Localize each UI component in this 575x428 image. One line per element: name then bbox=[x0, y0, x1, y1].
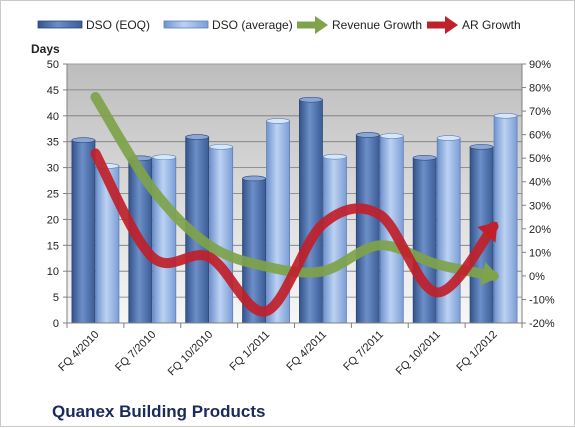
y-tick-label: 15 bbox=[47, 240, 59, 252]
legend-label: DSO (EOQ) bbox=[86, 18, 150, 32]
bar-cap bbox=[186, 135, 209, 140]
legend-item: AR Growth bbox=[427, 16, 521, 34]
legend-item: Revenue Growth bbox=[297, 16, 422, 34]
bar-cap bbox=[380, 134, 403, 139]
x-tick-label: FQ 1/2011 bbox=[228, 329, 273, 374]
y2-tick-label: 30% bbox=[529, 200, 551, 212]
bar-cap bbox=[437, 136, 460, 141]
bar-body bbox=[413, 158, 436, 323]
bar-dso-average bbox=[210, 144, 233, 323]
y2-tick-label: 90% bbox=[529, 59, 551, 71]
legend-label: DSO (average) bbox=[212, 18, 293, 32]
bar-dso-eoq bbox=[413, 155, 436, 323]
bar-body bbox=[72, 140, 95, 323]
y2-tick-label: -20% bbox=[529, 318, 555, 330]
y-tick-label: 0 bbox=[53, 318, 59, 330]
bar-body bbox=[299, 100, 322, 323]
bar-dso-average bbox=[323, 154, 346, 323]
y2-tick-label: 0% bbox=[529, 271, 545, 283]
bar-body bbox=[153, 157, 176, 323]
y-tick-label: 45 bbox=[47, 85, 59, 97]
legend: DSO (EOQ) DSO (average) Revenue Growth AR G… bbox=[38, 16, 521, 34]
x-tick-label: FQ 1/2012 bbox=[454, 329, 499, 374]
bar-body bbox=[356, 135, 379, 323]
bar-cap bbox=[494, 113, 517, 118]
legend-label: AR Growth bbox=[462, 18, 521, 32]
bar-dso-average bbox=[153, 155, 176, 323]
y-tick-label: 5 bbox=[53, 292, 59, 304]
y2-tick-label: 80% bbox=[529, 83, 551, 95]
y-tick-label: 10 bbox=[47, 266, 59, 278]
legend-swatch bbox=[164, 21, 208, 28]
legend-label: Revenue Growth bbox=[332, 18, 422, 32]
y2-tick-label: 60% bbox=[529, 130, 551, 142]
bar-dso-average bbox=[494, 113, 517, 323]
bar-dso-eoq bbox=[299, 97, 322, 323]
y2-tick-label: 70% bbox=[529, 106, 551, 118]
x-tick-label: FQ 7/2011 bbox=[341, 329, 386, 374]
bar-cap bbox=[243, 176, 266, 181]
bar-cap bbox=[153, 155, 176, 160]
y2-tick-label: -10% bbox=[529, 294, 555, 306]
bar-cap bbox=[413, 155, 436, 160]
bar-cap bbox=[299, 97, 322, 102]
chart-title: Quanex Building Products bbox=[52, 402, 265, 421]
legend-arrow bbox=[445, 16, 458, 34]
legend-swatch bbox=[38, 21, 82, 28]
bar-cap bbox=[323, 154, 346, 159]
y-tick-label: 30 bbox=[47, 163, 59, 175]
legend-item: DSO (EOQ) bbox=[38, 18, 150, 32]
bar-cap bbox=[210, 144, 233, 149]
bar-body bbox=[494, 116, 517, 323]
bar-body bbox=[210, 147, 233, 323]
legend-arrow bbox=[315, 16, 328, 34]
y-tick-label: 40 bbox=[47, 111, 59, 123]
bar-dso-eoq bbox=[356, 132, 379, 323]
y2-tick-label: 20% bbox=[529, 224, 551, 236]
y-tick-label: 35 bbox=[47, 137, 59, 149]
y2-tick-label: 40% bbox=[529, 177, 551, 189]
bar-body bbox=[323, 157, 346, 323]
y2-tick-label: 10% bbox=[529, 247, 551, 259]
y-tick-label: 50 bbox=[47, 59, 59, 71]
bar-dso-eoq bbox=[72, 138, 95, 323]
x-tick-label: FQ 10/2010 bbox=[166, 329, 216, 379]
y-tick-label: 20 bbox=[47, 214, 59, 226]
bar-cap bbox=[470, 144, 493, 149]
bar-cap bbox=[356, 132, 379, 137]
x-tick-label: FQ 7/2010 bbox=[113, 329, 158, 374]
x-tick-label: FQ 4/2011 bbox=[284, 329, 329, 374]
y2-tick-label: 50% bbox=[529, 153, 551, 165]
x-tick-label: FQ 4/2010 bbox=[56, 329, 101, 374]
y-axis-title: Days bbox=[31, 42, 60, 56]
legend-item: DSO (average) bbox=[164, 18, 293, 32]
y-tick-label: 25 bbox=[47, 189, 59, 201]
bar-cap bbox=[267, 118, 290, 123]
x-tick-label: FQ 10/2011 bbox=[394, 329, 443, 378]
bar-cap bbox=[72, 138, 95, 143]
